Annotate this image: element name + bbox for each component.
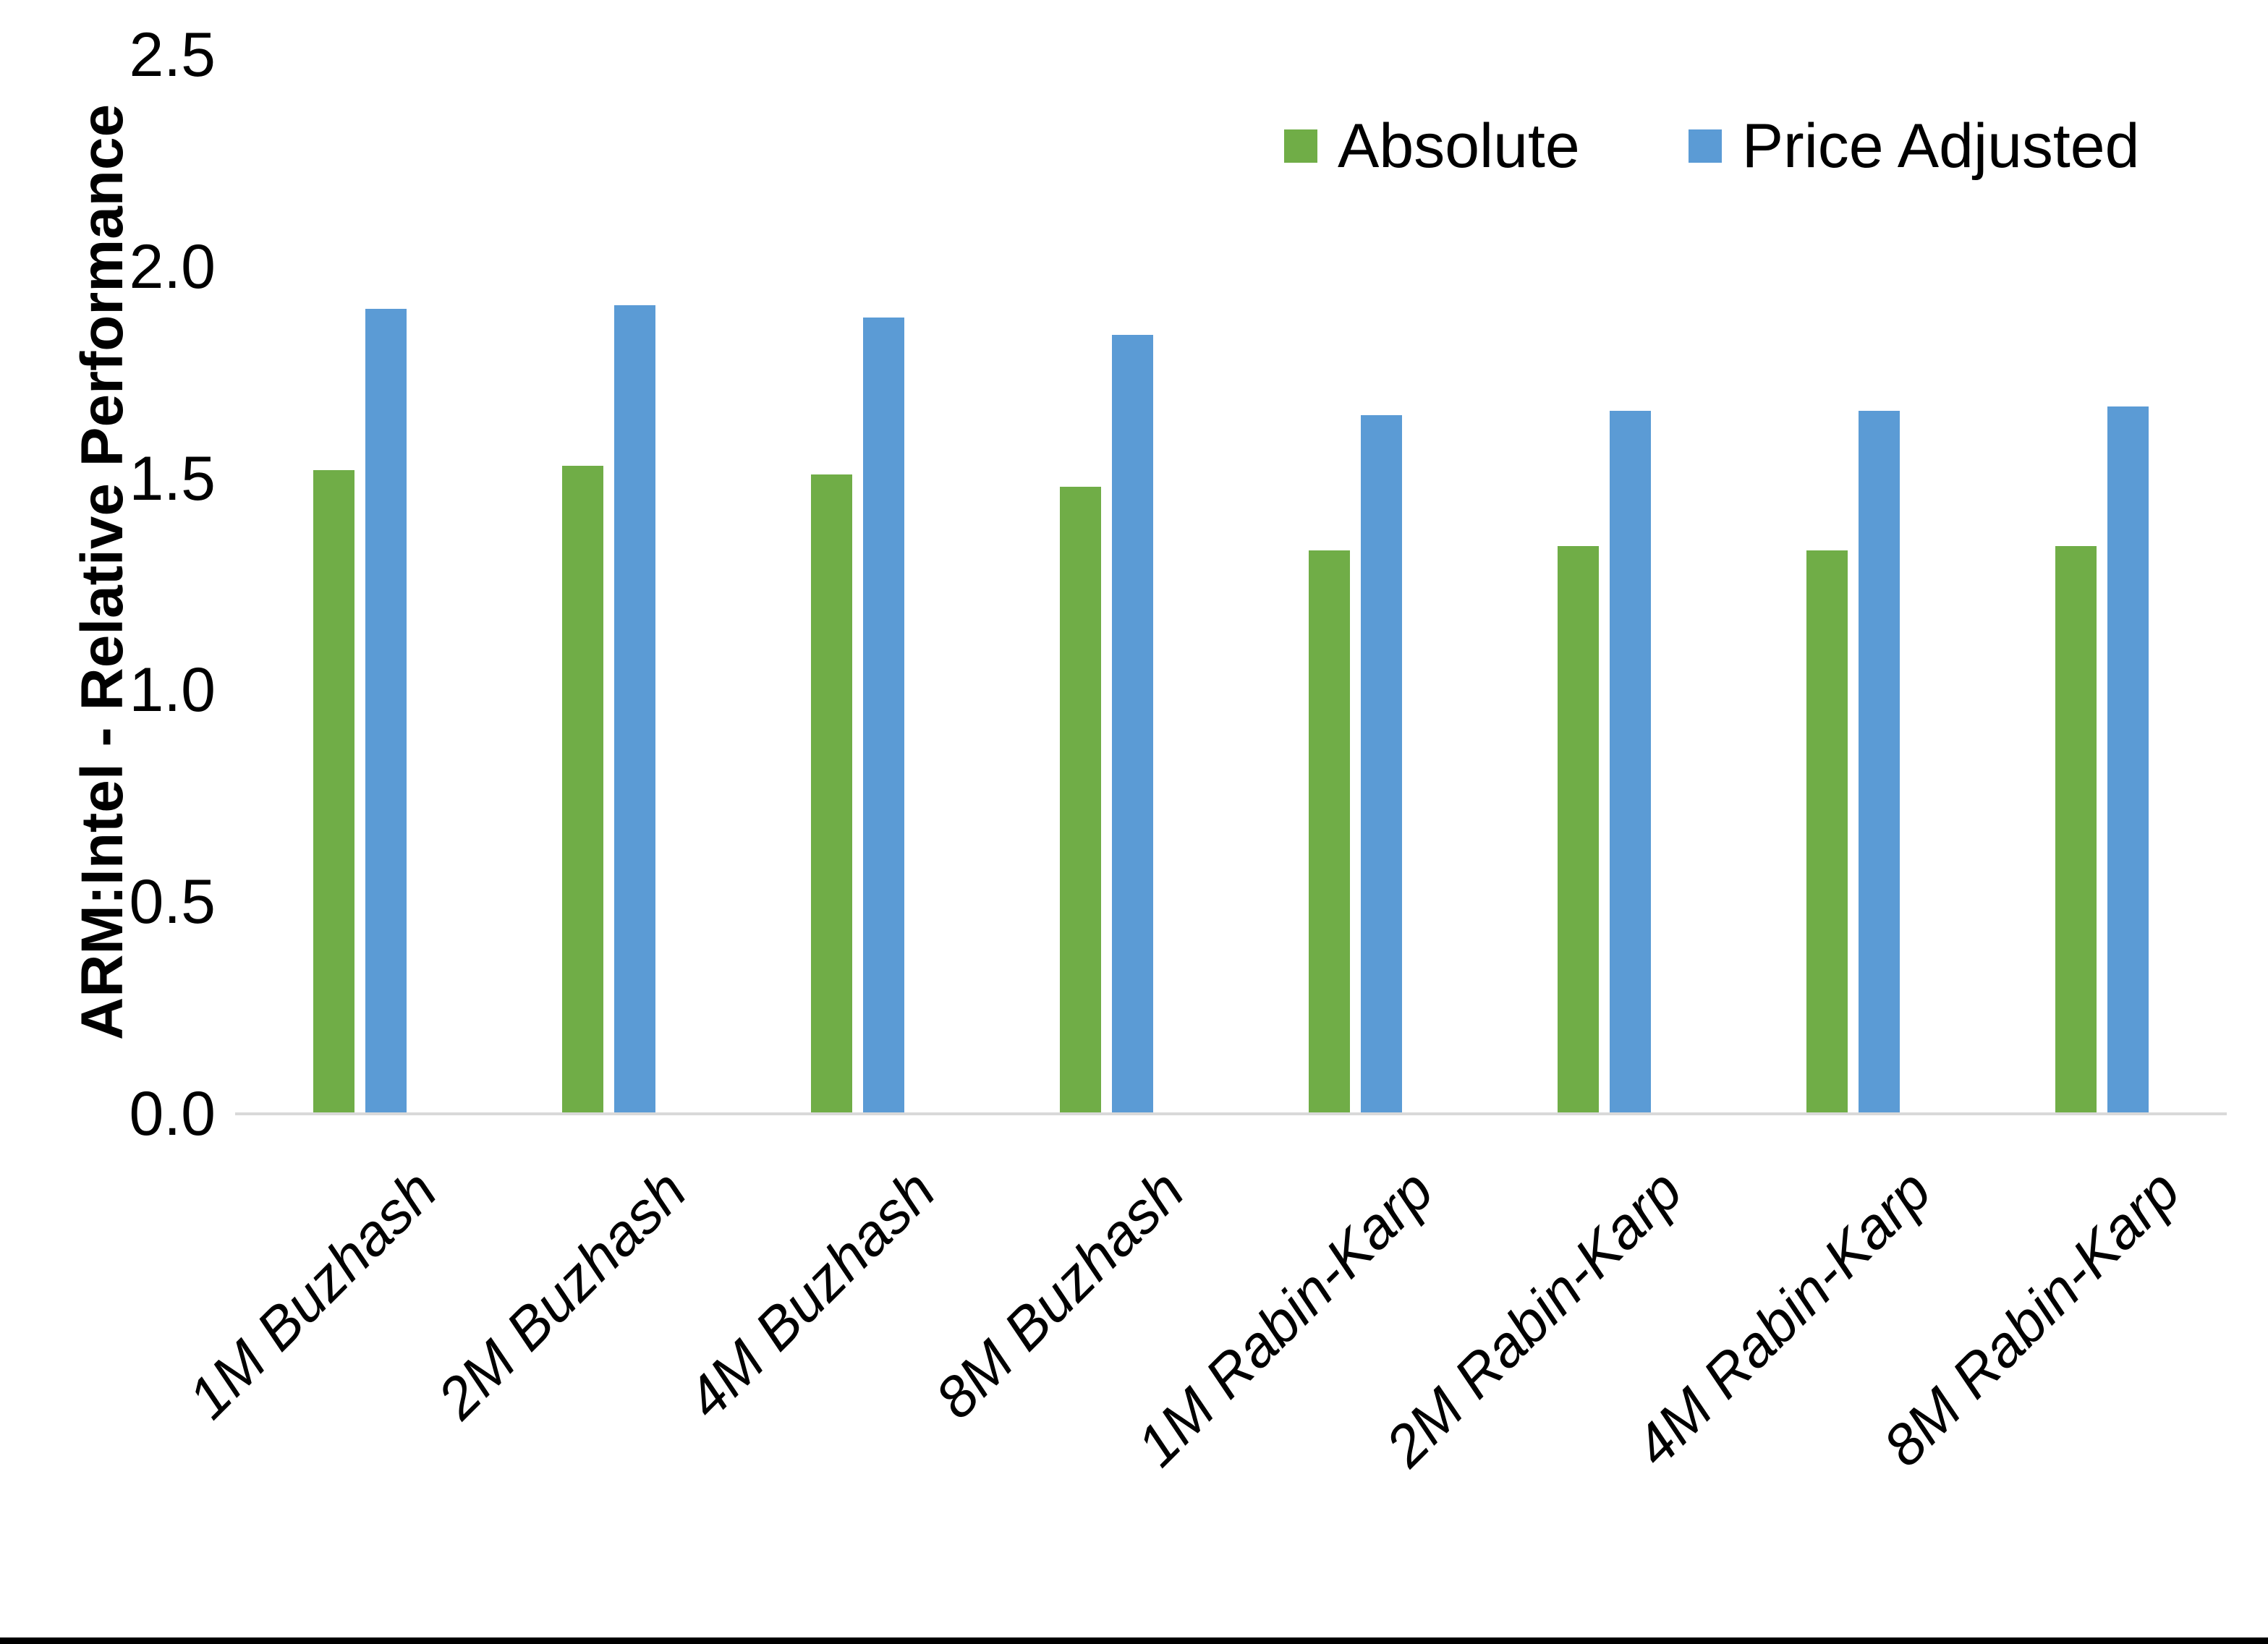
bar-group bbox=[1729, 55, 1978, 1114]
bar-price-adjusted bbox=[1610, 410, 1652, 1114]
bar-price-adjusted bbox=[1859, 410, 1900, 1114]
legend-swatch-price-adjusted-icon bbox=[1688, 129, 1722, 163]
y-tick-label: 0.5 bbox=[129, 867, 216, 937]
legend: Absolute Price Adjusted bbox=[1284, 110, 2139, 182]
y-tick-label: 2.0 bbox=[129, 231, 216, 302]
bar-absolute bbox=[2055, 546, 2097, 1114]
bar-price-adjusted bbox=[862, 318, 904, 1114]
bar-price-adjusted bbox=[365, 309, 407, 1114]
bar-price-adjusted bbox=[1361, 414, 1403, 1114]
bar-absolute bbox=[1806, 550, 1848, 1114]
x-axis-label: 2M Buzhash bbox=[425, 1157, 698, 1431]
bar-group bbox=[484, 55, 733, 1114]
bar-group bbox=[1978, 55, 2227, 1114]
y-tick-label: 0.0 bbox=[129, 1079, 216, 1149]
y-tick-label: 1.5 bbox=[129, 443, 216, 514]
bar-absolute bbox=[1309, 550, 1351, 1114]
legend-item-price-adjusted: Price Adjusted bbox=[1688, 110, 2140, 182]
bar-absolute bbox=[313, 469, 354, 1114]
x-axis-label: 4M Buzhash bbox=[674, 1157, 947, 1431]
bar-price-adjusted bbox=[1111, 334, 1153, 1114]
y-tick-label: 2.5 bbox=[129, 20, 216, 90]
bar-absolute bbox=[1558, 546, 1600, 1114]
bar-group bbox=[1231, 55, 1480, 1114]
legend-label-absolute: Absolute bbox=[1338, 111, 1580, 181]
x-axis-line bbox=[235, 1112, 2227, 1115]
bar-group bbox=[982, 55, 1231, 1114]
bar-price-adjusted bbox=[613, 304, 655, 1114]
bar-absolute bbox=[810, 474, 852, 1114]
x-axis-label: 1M Buzhash bbox=[176, 1157, 449, 1431]
x-axis-label: 8M Buzhash bbox=[922, 1157, 1197, 1431]
bar-price-adjusted bbox=[2107, 406, 2149, 1114]
plot-area bbox=[235, 55, 2227, 1115]
bar-group bbox=[733, 55, 982, 1114]
bar-groups bbox=[235, 55, 2227, 1114]
bar-absolute bbox=[1059, 487, 1101, 1114]
bottom-border bbox=[0, 1637, 2268, 1644]
bar-group bbox=[1480, 55, 1729, 1114]
bar-group bbox=[235, 55, 484, 1114]
legend-label-price-adjusted: Price Adjusted bbox=[1741, 111, 2140, 181]
y-tick-label: 1.0 bbox=[129, 655, 216, 725]
legend-swatch-absolute-icon bbox=[1284, 129, 1317, 163]
bar-absolute bbox=[561, 466, 603, 1114]
legend-item-absolute: Absolute bbox=[1284, 110, 1580, 182]
